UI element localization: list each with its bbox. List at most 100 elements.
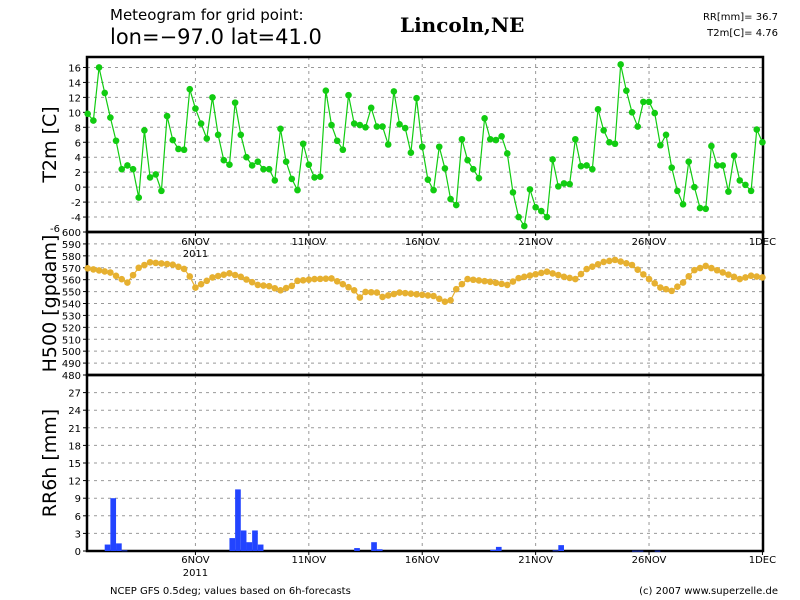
t2m-point (424, 176, 432, 183)
h500-point (475, 277, 483, 284)
rr-bar (257, 544, 264, 551)
t2m-point (679, 201, 687, 208)
t2m-point (407, 149, 415, 157)
y-tick-label: 12 (68, 477, 81, 488)
h500-point (747, 272, 755, 280)
h500-point (129, 271, 137, 279)
h500-point (401, 289, 409, 297)
t2m-point (691, 183, 698, 191)
h500-point (549, 270, 556, 277)
t2m-point (628, 109, 636, 116)
year-label: 2011 (183, 249, 208, 260)
h500-point (152, 259, 160, 267)
t2m-point (617, 61, 624, 68)
h500-point (708, 264, 715, 272)
y-tick-label: 540 (62, 300, 81, 311)
t2m-point (271, 177, 279, 184)
y-tick-label: 0 (75, 547, 81, 558)
h500-point (623, 260, 630, 267)
y-tick-label: 3 (75, 529, 81, 540)
h500-point (209, 274, 216, 281)
h500-point (367, 288, 375, 296)
h500-point (305, 276, 313, 283)
t2m-point (401, 124, 409, 132)
h500-point (311, 275, 318, 283)
h500-point (288, 282, 296, 290)
t2m-point (197, 120, 205, 127)
h500-point (441, 298, 449, 306)
h500-point (169, 261, 177, 268)
h500-point (248, 278, 256, 286)
t2m-point (112, 137, 120, 145)
t2m-point (759, 138, 766, 146)
t2m-mean: T2m[C]= 4.76 (706, 28, 778, 39)
h500-point (503, 281, 511, 289)
rr-bar (490, 549, 496, 551)
t2m-point (390, 88, 398, 95)
y-tick-label: 6 (75, 138, 81, 149)
t2m-point (662, 131, 670, 139)
y-tick-label: 580 (62, 252, 81, 263)
rr-bar (558, 545, 564, 551)
t2m-point (163, 112, 171, 120)
year-label: 2011 (183, 568, 208, 579)
h500-point (435, 295, 443, 303)
h500-point (679, 279, 687, 286)
y-tick-label: 10 (68, 108, 81, 119)
h500-point (538, 269, 545, 277)
t2m-point (84, 110, 91, 118)
t2m-point (458, 135, 466, 143)
h500-point (464, 275, 471, 283)
x-tick-label: 6NOV (181, 555, 210, 566)
t2m-point (464, 156, 471, 164)
t2m-point (509, 189, 517, 196)
t2m-point (435, 143, 443, 151)
t2m-point (498, 132, 505, 140)
h500-point (583, 265, 590, 273)
h500-point (328, 275, 335, 282)
t2m-point (373, 123, 381, 130)
t2m-point (220, 156, 228, 164)
h500-point (577, 270, 585, 278)
rr-bar (632, 550, 638, 552)
t2m-point (452, 201, 460, 209)
t2m-point (736, 177, 744, 184)
h500-point (322, 275, 330, 282)
x-tick-label: 16NOV (405, 555, 440, 566)
h500-point (407, 290, 415, 297)
h500-point (640, 271, 647, 278)
h500-point (685, 273, 693, 280)
t2m-point (594, 106, 602, 113)
h500-point (566, 274, 573, 282)
h500-point (492, 279, 500, 287)
y-tick-label: 12 (68, 93, 81, 104)
t2m-point (685, 158, 693, 166)
t2m-point (583, 162, 590, 169)
h500-point (572, 275, 579, 283)
y-tick-label: 0 (75, 183, 81, 194)
y-tick-label: 500 (62, 347, 81, 358)
h500-point (197, 280, 205, 288)
h500-point (163, 260, 171, 268)
y-tick-label: 590 (62, 240, 81, 251)
h500-point (759, 274, 766, 281)
t2m-point (447, 195, 454, 203)
y-tick-label: 570 (62, 264, 81, 275)
rr-bar (376, 549, 383, 551)
h500-point (282, 284, 290, 292)
h500-point (384, 292, 392, 299)
t2m-point (146, 174, 154, 181)
t2m-point (237, 131, 245, 139)
x-tick-label: 16NOV (405, 237, 440, 248)
h500-point (214, 272, 222, 280)
h500-point (265, 282, 273, 290)
y-tick-label: 550 (62, 288, 81, 299)
t2m-point (441, 165, 449, 172)
location-name: Lincoln,NE (400, 13, 524, 37)
t2m-point (356, 121, 364, 129)
t2m-point (124, 162, 131, 169)
h500-point (271, 284, 279, 292)
t2m-point (640, 98, 647, 106)
x-tick-label: 1DEC (749, 555, 776, 566)
